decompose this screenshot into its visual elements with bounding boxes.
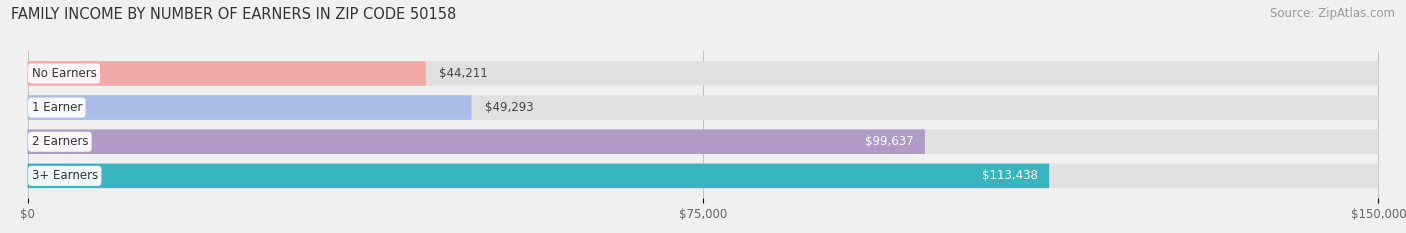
Text: FAMILY INCOME BY NUMBER OF EARNERS IN ZIP CODE 50158: FAMILY INCOME BY NUMBER OF EARNERS IN ZI… — [11, 7, 457, 22]
Text: 2 Earners: 2 Earners — [31, 135, 89, 148]
Text: $99,637: $99,637 — [866, 135, 914, 148]
Text: $113,438: $113,438 — [983, 169, 1039, 182]
FancyBboxPatch shape — [28, 61, 1378, 86]
FancyBboxPatch shape — [28, 130, 925, 154]
Text: $44,211: $44,211 — [439, 67, 488, 80]
Text: $49,293: $49,293 — [485, 101, 534, 114]
Text: No Earners: No Earners — [31, 67, 97, 80]
Text: 3+ Earners: 3+ Earners — [31, 169, 98, 182]
FancyBboxPatch shape — [28, 95, 471, 120]
Text: Source: ZipAtlas.com: Source: ZipAtlas.com — [1270, 7, 1395, 20]
FancyBboxPatch shape — [28, 130, 1378, 154]
FancyBboxPatch shape — [28, 95, 1378, 120]
FancyBboxPatch shape — [28, 164, 1049, 188]
FancyBboxPatch shape — [28, 61, 426, 86]
FancyBboxPatch shape — [28, 164, 1378, 188]
Text: 1 Earner: 1 Earner — [31, 101, 82, 114]
